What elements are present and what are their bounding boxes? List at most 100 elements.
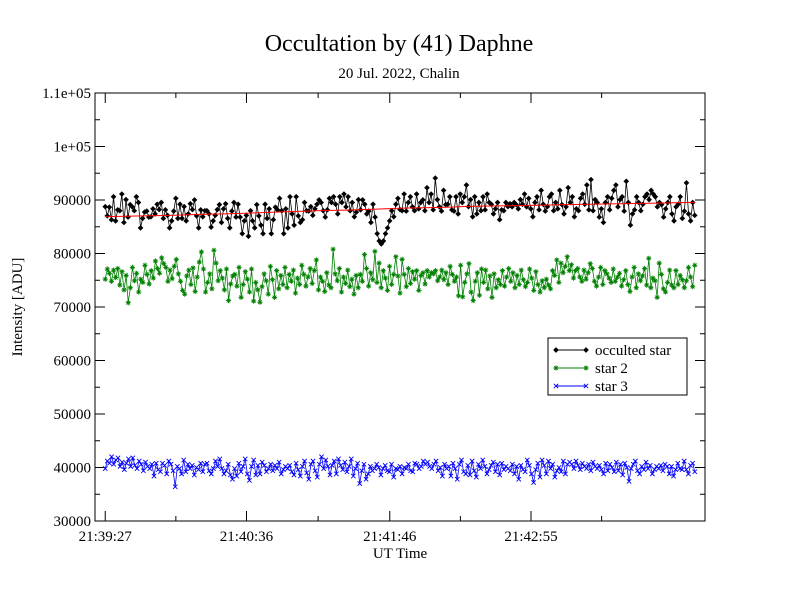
data-point (629, 274, 635, 280)
data-point (197, 207, 204, 213)
data-point (586, 207, 592, 213)
data-point (357, 481, 363, 487)
data-point (123, 196, 129, 203)
data-point (159, 255, 165, 261)
data-point (380, 238, 387, 244)
data-point (407, 193, 414, 200)
data-point (632, 458, 638, 464)
data-point (464, 271, 470, 277)
data-point (106, 204, 113, 211)
data-point (482, 463, 488, 469)
data-point (255, 287, 261, 293)
data-point (499, 268, 506, 274)
data-point (451, 208, 457, 214)
data-point (463, 182, 470, 188)
data-point (363, 265, 370, 272)
data-point (223, 266, 230, 272)
data-point (304, 470, 310, 476)
data-point (294, 275, 301, 281)
data-point (471, 468, 477, 474)
data-point (355, 196, 362, 203)
data-point (390, 213, 397, 220)
data-point (266, 206, 273, 212)
data-point (397, 290, 403, 296)
data-point (245, 233, 252, 240)
data-point (200, 266, 207, 272)
data-point (583, 276, 589, 282)
data-point (671, 285, 677, 291)
data-point (295, 213, 302, 219)
data-point (598, 206, 605, 212)
data-point (306, 476, 312, 482)
data-point (564, 254, 570, 260)
data-point (395, 467, 401, 473)
data-point (293, 460, 299, 466)
data-point (336, 265, 342, 272)
data-point (384, 225, 391, 231)
data-point (424, 268, 430, 274)
data-point (558, 260, 564, 266)
data-point (209, 286, 215, 292)
data-point (413, 191, 420, 197)
data-point (299, 262, 305, 268)
data-point (489, 294, 495, 300)
data-point (163, 264, 169, 271)
data-point (129, 264, 136, 271)
x-axis: 21:39:27 21:40:36 21:41:46 21:42:55 (79, 93, 603, 545)
data-point (335, 456, 342, 462)
data-point (566, 268, 572, 274)
data-point (459, 199, 466, 206)
data-point (604, 271, 610, 277)
data-point (453, 274, 460, 280)
data-point (529, 275, 535, 281)
data-point (269, 277, 276, 283)
data-point (192, 288, 198, 295)
data-point (516, 281, 522, 288)
data-point (430, 207, 437, 213)
data-point (619, 193, 625, 200)
data-point (200, 469, 206, 475)
data-point (575, 265, 581, 272)
data-point (558, 469, 564, 475)
data-point (219, 466, 225, 472)
data-point (286, 271, 292, 277)
data-point (656, 260, 662, 266)
data-point (142, 262, 148, 268)
data-point (537, 289, 543, 295)
data-point (291, 222, 297, 228)
data-point (232, 466, 238, 472)
legend-marker (553, 365, 559, 371)
data-point (534, 193, 540, 200)
x-tick-label: 21:42:55 (504, 529, 557, 545)
data-point (332, 271, 338, 277)
data-point (652, 278, 658, 284)
data-point (562, 263, 568, 269)
data-point (662, 206, 669, 212)
data-point (388, 461, 395, 467)
data-point (216, 201, 223, 208)
data-point (326, 282, 332, 288)
data-point (172, 484, 178, 490)
data-point (116, 207, 123, 214)
data-point (677, 272, 683, 279)
legend-entry: star 3 (553, 379, 628, 395)
data-point (451, 278, 457, 284)
data-point (491, 271, 497, 277)
data-point (596, 462, 602, 468)
data-point (117, 463, 123, 469)
data-point (476, 292, 483, 298)
data-point (156, 270, 163, 276)
data-point (656, 466, 662, 472)
data-point (160, 215, 167, 222)
data-point (205, 279, 211, 285)
data-point (449, 271, 455, 277)
data-point (538, 187, 544, 194)
data-point (224, 215, 231, 222)
data-point (405, 265, 411, 272)
data-point (308, 461, 314, 467)
data-point (484, 471, 490, 477)
data-point (584, 466, 590, 472)
data-point (658, 271, 664, 277)
data-point (560, 270, 566, 276)
data-point (579, 278, 585, 284)
